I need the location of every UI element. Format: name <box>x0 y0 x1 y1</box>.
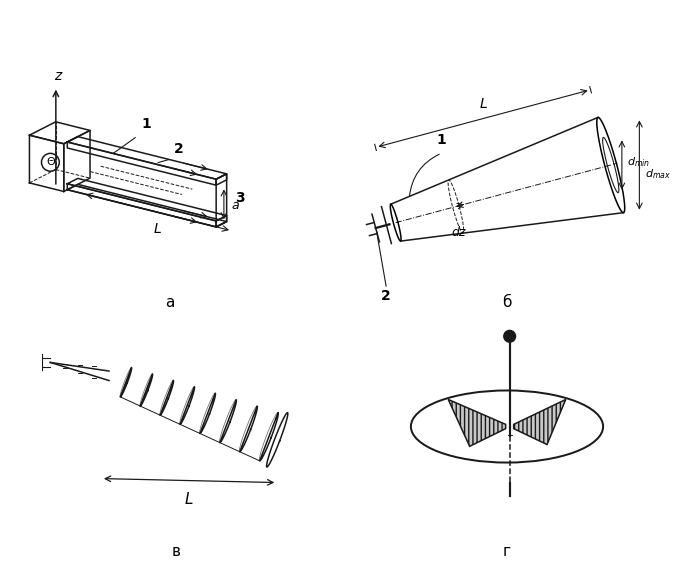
Circle shape <box>504 331 516 342</box>
Text: 3: 3 <box>236 191 245 205</box>
Text: $d_{min}$: $d_{min}$ <box>627 155 650 169</box>
Text: 2: 2 <box>381 290 391 303</box>
Text: L: L <box>479 97 487 111</box>
Text: 2: 2 <box>174 143 184 156</box>
Text: a: a <box>232 199 239 212</box>
Text: г: г <box>503 545 511 559</box>
Text: $d_{max}$: $d_{max}$ <box>645 168 671 181</box>
Text: 1: 1 <box>142 117 151 131</box>
Polygon shape <box>514 399 566 445</box>
Text: а: а <box>165 295 174 310</box>
Text: z: z <box>54 69 61 83</box>
Text: L: L <box>185 492 193 507</box>
Text: 1: 1 <box>437 133 447 147</box>
Text: dz: dz <box>452 226 466 239</box>
Polygon shape <box>448 399 506 446</box>
Text: в: в <box>171 545 180 559</box>
Text: б: б <box>502 295 512 310</box>
Text: L: L <box>153 222 162 236</box>
Text: Θ: Θ <box>46 157 55 168</box>
